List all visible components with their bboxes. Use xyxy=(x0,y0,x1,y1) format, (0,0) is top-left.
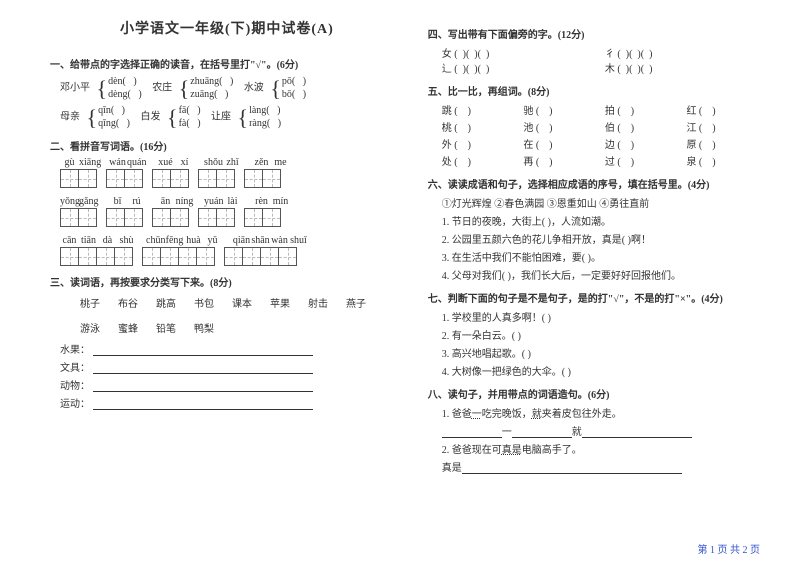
q4-heading: 四、写出带有下面偏旁的字。(12分) xyxy=(428,26,768,41)
q5-heading: 五、比一比，再组词。(8分) xyxy=(428,83,768,98)
q7-lines: 1. 学校里的人真多啊！( )2. 有一朵白云。( )3. 高兴地唱起歌。( )… xyxy=(428,309,768,378)
q8-fill2: 真是 xyxy=(442,459,768,474)
q6-heading: 六、读读成语和句子，选择相应成语的序号，填在括号里。(4分) xyxy=(428,176,768,191)
q4-r2: 辶 ( )( )( ) 木 ( )( )( ) xyxy=(442,60,768,75)
q1-row2: 母亲 { qīn( ) qīng( ) 白发 { fā( ) fà( ) 让座 … xyxy=(60,104,404,130)
exam-title: 小学语文一年级(下)期中试卷(A) xyxy=(50,18,404,38)
q3-heading: 三、读词语，再按要求分类写下来。(8分) xyxy=(50,274,404,289)
q5-rows: 跳 ( )驰 ( )拍 ( )红 ( )桃 ( )池 ( )伯 ( )江 ( )… xyxy=(428,102,768,168)
q4-r1: 女 ( )( )( ) 彳 ( )( )( ) xyxy=(442,45,768,60)
q1-heading: 一、给带点的字选择正确的读音，在括号里打"√"。(6分) xyxy=(50,56,404,71)
q6-lines: 1. 节日的夜晚，大街上( )，人流如潮。2. 公园里五颜六色的花儿争相开放，真… xyxy=(428,213,768,282)
q8-l1: 1. 爸爸一吃完晚饭，就夹着皮包往外走。 xyxy=(442,405,768,420)
q2-heading: 二、看拼音写词语。(16分) xyxy=(50,138,404,153)
q8-l2: 2. 爸爸现在可真是电脑高手了。 xyxy=(442,441,768,456)
q8-fill1: 一就 xyxy=(442,423,768,438)
page-footer: 第 1 页 共 2 页 xyxy=(698,541,761,556)
q1-row1: 邓小平 { dèn( ) dèng( ) 农庄 { zhuāng( ) zuān… xyxy=(60,75,404,101)
q6-ops: ①灯光辉煌 ②春色满园 ③恩重如山 ④勇往直前 xyxy=(442,195,768,210)
q7-heading: 七、判断下面的句子是不是句子，是的打"√"，不是的打"×"。(4分) xyxy=(428,290,768,305)
q3-words: 桃子布谷跳高书包课本苹果射击燕子游泳蜜蜂铅笔鸭梨 xyxy=(60,295,404,335)
q2-grids: gùxiāngwánquánxuéxíshǒuzhǐzěnme yǒnggǎng… xyxy=(50,157,404,266)
q3-cats: 水果： 文具： 动物： 运动： xyxy=(50,341,404,410)
q8-heading: 八、读句子，并用带点的词语造句。(6分) xyxy=(428,386,768,401)
